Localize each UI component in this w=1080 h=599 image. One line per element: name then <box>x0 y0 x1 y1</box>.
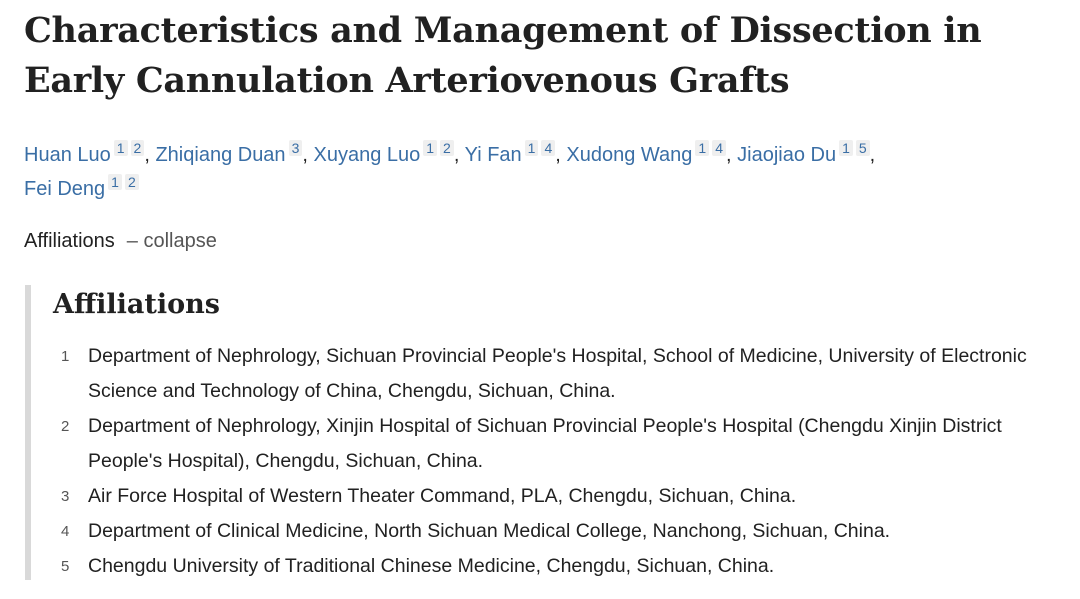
affiliation-ref-link[interactable]: 1 <box>108 174 122 190</box>
affiliation-ref-link[interactable]: 2 <box>440 140 454 156</box>
author: Xudong Wang 1 4 <box>566 140 726 166</box>
author-link[interactable]: Xudong Wang <box>566 144 693 166</box>
affiliation-item: 1 Department of Nephrology, Sichuan Provi… <box>61 339 1063 409</box>
affiliation-ref-link[interactable]: 1 <box>113 140 128 156</box>
affiliation-number: 2 <box>61 418 70 435</box>
author-link[interactable]: Huan Luo <box>24 144 111 166</box>
author: Jiaojiao Du 1 5 <box>737 140 870 166</box>
author: Zhiqiang Duan 3 <box>155 140 303 166</box>
author: Huan Luo 1 2 <box>24 140 145 166</box>
affiliation-ref-link[interactable]: 2 <box>124 174 139 190</box>
affiliation-number: 1 <box>61 348 70 365</box>
author: Yi Fan 1 4 <box>464 140 556 166</box>
affiliation-text: Department of Nephrology, Sichuan Provin… <box>88 345 1027 402</box>
affiliation-item: 2 Department of Nephrology, Xinjin Hospit… <box>61 409 1063 479</box>
author: Xuyang Luo 1 2 <box>313 140 454 166</box>
affiliations-toggle[interactable]: Affiliations – collapse <box>24 226 217 256</box>
affiliations-list: 1 Department of Nephrology, Sichuan Provi… <box>61 339 1063 584</box>
author-link[interactable]: Jiaojiao Du <box>737 144 837 166</box>
affiliation-text: Department of Nephrology, Xinjin Hospita… <box>88 415 1002 472</box>
affiliation-number: 3 <box>61 488 70 505</box>
affiliation-ref-link[interactable]: 1 <box>423 140 438 156</box>
author-list: Huan Luo 1 2, Zhiqiang Duan 3, Xuyang Luo 1 2… <box>24 140 876 200</box>
article-title: Characteristics and Management of Dissec… <box>24 10 982 101</box>
affiliation-text: Chengdu University of Traditional Chines… <box>88 555 775 577</box>
collapse-link[interactable]: – collapse <box>126 230 217 252</box>
affiliation-ref-link[interactable]: 4 <box>541 140 556 156</box>
affiliation-item: 3 Air Force Hospital of Western Theater C… <box>61 479 1063 514</box>
affiliations-label: Affiliations <box>24 230 115 252</box>
affiliation-number: 5 <box>61 558 70 575</box>
affiliation-number: 4 <box>61 523 70 540</box>
affiliation-text: Department of Clinical Medicine, North S… <box>88 520 891 542</box>
author-link[interactable]: Yi Fan <box>464 144 522 166</box>
affiliation-item: 4 Department of Clinical Medicine, North … <box>61 514 1063 549</box>
affiliation-ref-link[interactable]: 5 <box>855 140 870 156</box>
affiliation-ref-link[interactable]: 1 <box>839 140 853 156</box>
author: Fei Deng 1 2 <box>24 174 139 200</box>
affiliation-ref-link[interactable]: 1 <box>524 140 539 156</box>
author-link[interactable]: Zhiqiang Duan <box>155 144 286 166</box>
author-link[interactable]: Fei Deng <box>24 178 106 200</box>
author-link[interactable]: Xuyang Luo <box>313 144 421 166</box>
affiliation-ref-link[interactable]: 3 <box>288 140 303 156</box>
affiliation-ref-link[interactable]: 2 <box>130 140 145 156</box>
affiliations-panel: Affiliations 1 Department of Nephrology, … <box>25 285 1071 580</box>
affiliation-ref-link[interactable]: 4 <box>712 140 726 156</box>
affiliation-ref-link[interactable]: 1 <box>695 140 710 156</box>
affiliation-item: 5 Chengdu University of Traditional Chine… <box>61 549 1063 584</box>
affiliation-text: Air Force Hospital of Western Theater Co… <box>88 485 797 507</box>
affiliations-heading: Affiliations <box>53 289 220 320</box>
